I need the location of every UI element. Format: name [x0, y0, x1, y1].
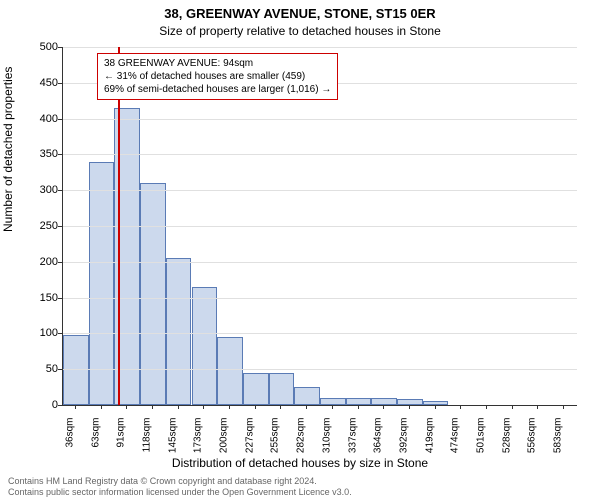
y-tick-label: 250: [22, 220, 58, 232]
y-axis-label: Number of detached properties: [1, 67, 15, 232]
histogram-bar: [217, 337, 243, 405]
y-tick-label: 450: [22, 77, 58, 89]
annotation-box: 38 GREENWAY AVENUE: 94sqm ← 31% of detac…: [97, 53, 338, 100]
y-tick-label: 0: [22, 399, 58, 411]
annotation-line2: ← 31% of detached houses are smaller (45…: [104, 70, 331, 83]
y-tick-label: 400: [22, 113, 58, 125]
footer-line1: Contains HM Land Registry data © Crown c…: [8, 476, 352, 487]
y-tick-label: 100: [22, 327, 58, 339]
plot-area: 38 GREENWAY AVENUE: 94sqm ← 31% of detac…: [62, 47, 577, 406]
y-tick-label: 150: [22, 292, 58, 304]
property-marker-line: [118, 47, 120, 405]
x-axis-label: Distribution of detached houses by size …: [0, 456, 600, 470]
y-tick-label: 300: [22, 184, 58, 196]
footer-line2: Contains public sector information licen…: [8, 487, 352, 498]
histogram-bar: [166, 258, 192, 405]
histogram-bar: [346, 398, 372, 405]
histogram-bar: [320, 398, 346, 405]
y-tick-label: 200: [22, 256, 58, 268]
annotation-line1: 38 GREENWAY AVENUE: 94sqm: [104, 57, 331, 70]
y-tick-label: 50: [22, 363, 58, 375]
annotation-line3: 69% of semi-detached houses are larger (…: [104, 83, 331, 96]
histogram-bar: [192, 287, 218, 405]
histogram-bar: [243, 373, 269, 405]
histogram-bar: [140, 183, 166, 405]
chart-title-main: 38, GREENWAY AVENUE, STONE, ST15 0ER: [0, 6, 600, 21]
histogram-bar: [423, 401, 449, 405]
y-tick-label: 350: [22, 148, 58, 160]
footer-attribution: Contains HM Land Registry data © Crown c…: [8, 476, 352, 498]
histogram-bar: [397, 399, 423, 405]
y-tick-label: 500: [22, 41, 58, 53]
chart-title-sub: Size of property relative to detached ho…: [0, 24, 600, 38]
histogram-bar: [269, 373, 295, 405]
histogram-bar: [294, 387, 320, 405]
chart-container: 38, GREENWAY AVENUE, STONE, ST15 0ER Siz…: [0, 0, 600, 500]
histogram-bar: [371, 398, 397, 405]
